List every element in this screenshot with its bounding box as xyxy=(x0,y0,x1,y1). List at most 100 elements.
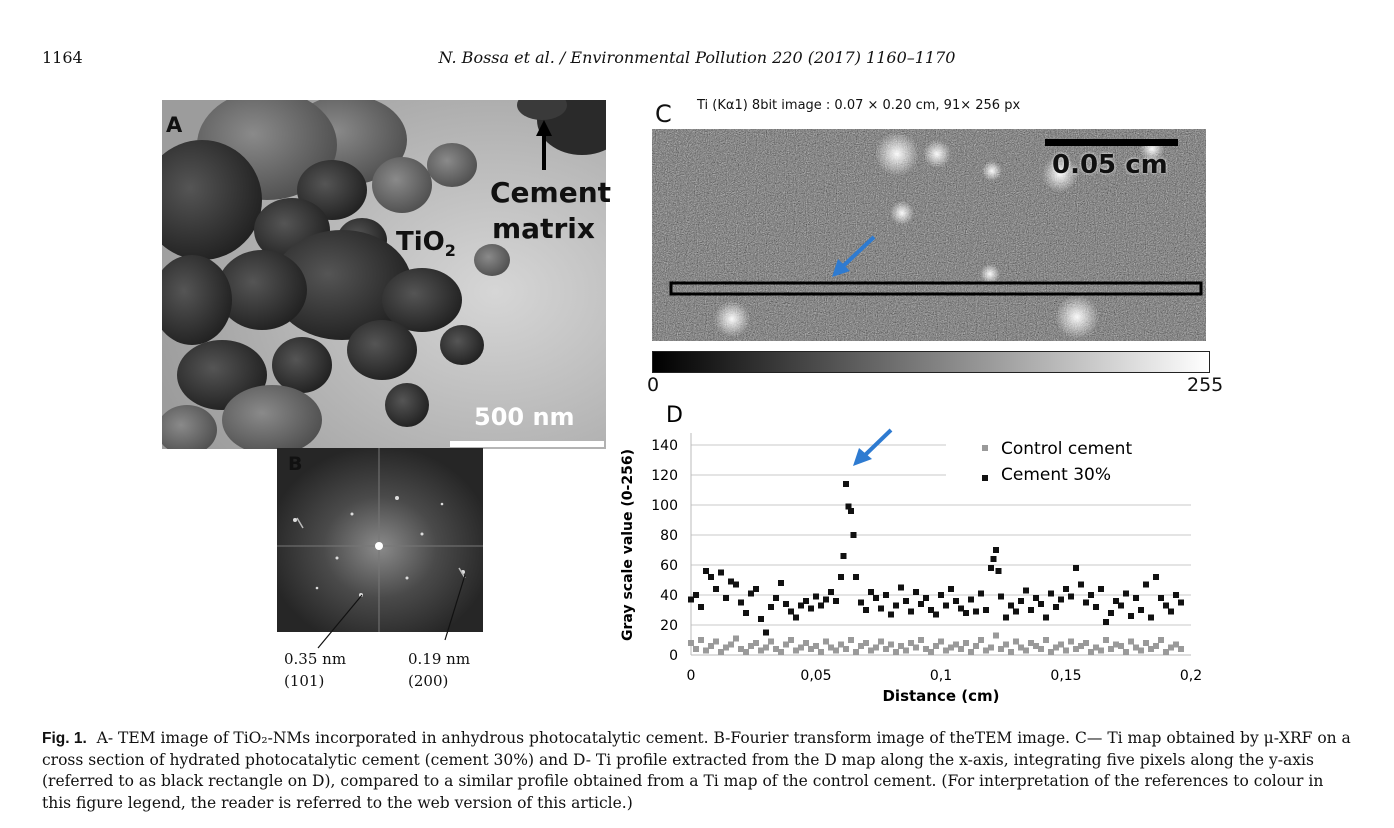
data-point xyxy=(1033,643,1039,649)
data-point xyxy=(1158,595,1164,601)
data-point xyxy=(818,649,824,655)
data-point xyxy=(1153,574,1159,580)
data-point xyxy=(1083,599,1089,606)
data-point xyxy=(713,586,719,592)
data-point xyxy=(718,649,724,655)
ti-map-title: Ti (Kα1) 8bit image : 0.07 × 0.20 cm, 91… xyxy=(697,98,1021,113)
data-point xyxy=(793,647,799,654)
data-point xyxy=(758,647,764,654)
legend-label-control: Control cement xyxy=(1001,439,1132,459)
profile-rectangle xyxy=(669,281,1203,296)
data-point xyxy=(1063,586,1069,592)
data-point xyxy=(803,640,809,646)
panel-c-letter: C xyxy=(655,100,672,128)
ti-map-scale-bar xyxy=(1045,139,1178,146)
y-tick-label: 140 xyxy=(651,438,678,454)
tio2-label: TiO2 xyxy=(396,227,456,260)
x-tick-label: 0,05 xyxy=(800,668,831,684)
data-point xyxy=(913,644,919,651)
data-point xyxy=(1113,598,1119,604)
data-point xyxy=(788,637,794,643)
data-point xyxy=(768,638,774,645)
tem-image xyxy=(162,100,606,449)
caption-text: A- TEM image of TiO₂-NMs incorporated in… xyxy=(42,729,1351,812)
fft-pointer-lines xyxy=(317,574,466,649)
data-point xyxy=(1128,613,1134,619)
data-point xyxy=(1118,643,1124,649)
colorbar-max-label: 255 xyxy=(1187,374,1224,396)
colorbar-min-label: 0 xyxy=(647,374,660,396)
data-point xyxy=(1083,640,1089,646)
y-tick-label: 0 xyxy=(669,648,678,664)
label-035nm-value: 0.35 nm xyxy=(284,650,347,668)
data-point xyxy=(850,532,857,538)
legend-label-cement30: Cement 30% xyxy=(1001,465,1111,485)
data-point xyxy=(873,595,879,601)
data-point xyxy=(773,595,779,601)
data-point xyxy=(1043,614,1049,621)
data-point xyxy=(888,641,894,648)
data-point xyxy=(768,604,774,610)
data-point xyxy=(1038,601,1044,607)
data-point xyxy=(1093,644,1099,651)
data-point xyxy=(723,644,729,651)
data-point xyxy=(698,637,704,643)
data-point xyxy=(733,635,739,642)
data-point xyxy=(853,649,859,655)
gray-profile-chart: D 0 20 40 60 80 100 120 140 0 0,05 0,1 0,15 0,2 Dis… xyxy=(620,403,1202,705)
data-point xyxy=(693,646,699,652)
data-point xyxy=(743,610,749,616)
data-point xyxy=(688,640,694,646)
data-point xyxy=(938,638,944,645)
data-point xyxy=(1178,599,1184,606)
x-tick-label: 0,15 xyxy=(1050,668,1081,684)
data-point xyxy=(1098,647,1104,654)
label-200-plane: (200) xyxy=(408,672,449,690)
data-point xyxy=(748,590,754,597)
x-tick-label: 0,1 xyxy=(930,668,952,684)
data-point xyxy=(863,640,869,646)
data-point xyxy=(853,574,859,580)
data-point xyxy=(1013,638,1019,645)
grayscale-colorbar xyxy=(652,351,1210,373)
data-point xyxy=(948,644,954,651)
data-point xyxy=(923,646,929,652)
data-point xyxy=(1123,649,1129,655)
data-point xyxy=(818,602,824,609)
data-point xyxy=(708,643,714,649)
data-point xyxy=(1023,647,1029,654)
data-point xyxy=(1173,641,1179,648)
data-point xyxy=(1158,637,1164,643)
data-point xyxy=(1043,637,1049,643)
data-point xyxy=(873,644,879,651)
data-point xyxy=(738,599,744,606)
data-point xyxy=(1088,649,1094,655)
data-point xyxy=(858,643,864,649)
data-point xyxy=(973,608,979,615)
data-point xyxy=(1148,614,1154,621)
data-point xyxy=(983,607,989,613)
data-point xyxy=(703,568,709,574)
data-point xyxy=(1053,644,1059,651)
data-point xyxy=(1128,638,1134,645)
data-point xyxy=(963,640,969,646)
data-point xyxy=(698,604,704,610)
data-point xyxy=(938,592,944,598)
data-point xyxy=(908,640,914,646)
data-point xyxy=(1153,643,1159,649)
data-point xyxy=(1058,641,1064,648)
data-point xyxy=(1028,640,1034,646)
data-point xyxy=(978,590,984,597)
data-point xyxy=(995,568,1002,574)
data-point xyxy=(728,641,734,648)
data-point xyxy=(738,646,744,652)
data-point xyxy=(708,574,714,580)
data-point xyxy=(1103,619,1109,625)
data-point xyxy=(1073,646,1079,652)
data-point xyxy=(998,593,1004,600)
data-point xyxy=(808,605,814,612)
data-point xyxy=(1108,610,1114,616)
data-point xyxy=(1108,646,1114,652)
data-point xyxy=(988,565,994,571)
data-point xyxy=(833,598,839,604)
